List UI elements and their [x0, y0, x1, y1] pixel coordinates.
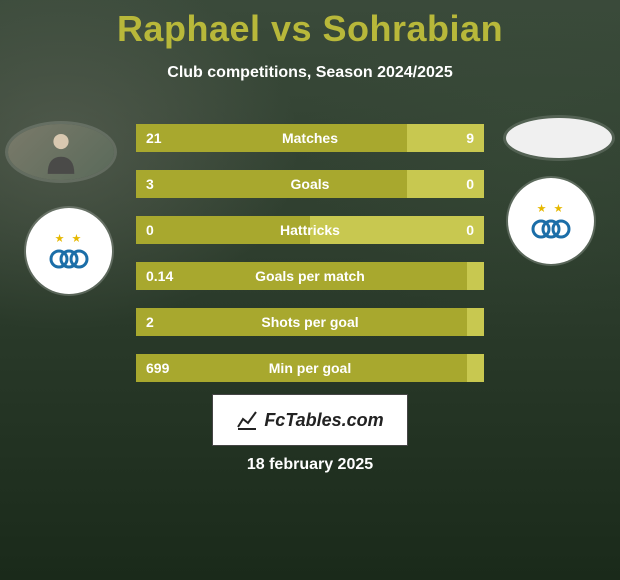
stat-value-right: 0 [466, 176, 474, 192]
stat-row: 0.14 Goals per match [136, 262, 484, 290]
stats-bar-chart: 21 9 Matches 3 0 Goals 0 0 Hattricks 0.14 Goals pe… [136, 124, 484, 400]
stat-row: 21 9 Matches [136, 124, 484, 152]
footer-date: 18 february 2025 [247, 456, 373, 474]
brand-text: FcTables.com [264, 410, 383, 431]
club-badge-left: ★ ★ [26, 208, 112, 294]
page-title: Raphael vs Sohrabian [0, 0, 620, 50]
stat-label: Shots per goal [261, 314, 358, 330]
content-root: Raphael vs Sohrabian Club competitions, … [0, 0, 620, 580]
stat-value-left: 0 [146, 222, 154, 238]
stat-label: Hattricks [280, 222, 340, 238]
stat-label: Goals per match [255, 268, 365, 284]
stat-value-right: 0 [466, 222, 474, 238]
club-rings-icon [45, 247, 93, 271]
brand-badge: FcTables.com [212, 394, 408, 446]
chart-icon [236, 409, 258, 431]
stat-value-left: 2 [146, 314, 154, 330]
stat-row: 3 0 Goals [136, 170, 484, 198]
club-rings-icon [527, 217, 575, 241]
bar-left-segment: 3 [136, 170, 407, 198]
stat-label: Min per goal [269, 360, 351, 376]
stat-value-right: 9 [466, 130, 474, 146]
player-silhouette-icon [42, 130, 80, 174]
stat-value-left: 3 [146, 176, 154, 192]
star-icon: ★ ★ [537, 202, 566, 215]
stat-value-left: 699 [146, 360, 169, 376]
stat-value-left: 0.14 [146, 268, 173, 284]
subtitle: Club competitions, Season 2024/2025 [0, 64, 620, 82]
stat-label: Matches [282, 130, 338, 146]
bar-right-segment [467, 354, 484, 382]
bar-right-segment: 0 [407, 170, 484, 198]
star-icon: ★ ★ [55, 232, 84, 245]
player-right-avatar [506, 118, 612, 158]
club-badge-right: ★ ★ [508, 178, 594, 264]
stat-label: Goals [291, 176, 330, 192]
stat-value-left: 21 [146, 130, 162, 146]
bar-left-segment: 21 [136, 124, 407, 152]
stat-row: 2 Shots per goal [136, 308, 484, 336]
bar-right-segment [467, 262, 484, 290]
stat-row: 0 0 Hattricks [136, 216, 484, 244]
player-left-avatar [8, 124, 114, 180]
stat-row: 699 Min per goal [136, 354, 484, 382]
bar-right-segment [467, 308, 484, 336]
bar-right-segment: 9 [407, 124, 484, 152]
